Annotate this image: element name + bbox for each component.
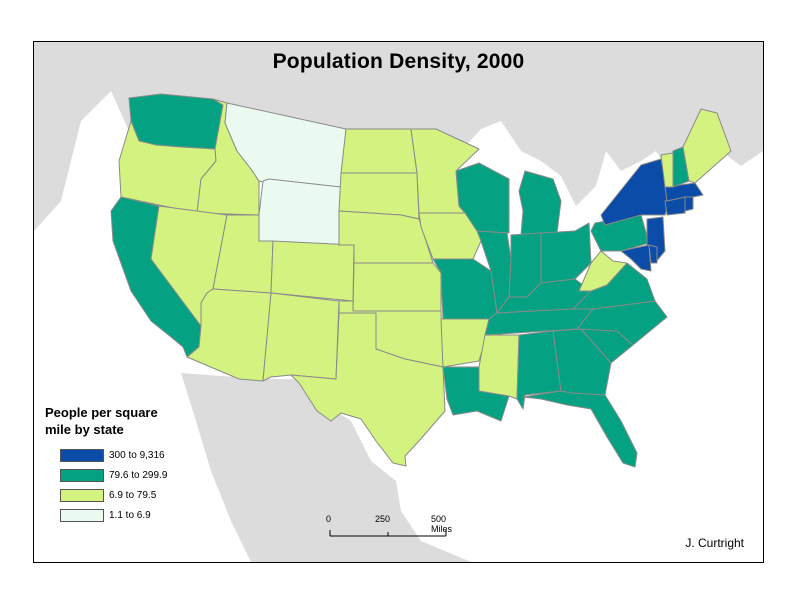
author-credit: J. Curtright	[685, 536, 744, 550]
map-title: Population Density, 2000	[272, 50, 525, 73]
canada-land	[34, 42, 763, 231]
legend-item: 6.9 to 79.5	[60, 488, 156, 503]
state-NM[interactable]	[262, 292, 340, 382]
map-frame: Population Density, 2000 People per squa…	[33, 41, 764, 563]
state-DE[interactable]	[648, 244, 658, 264]
legend-swatch	[60, 449, 104, 462]
state-FL[interactable]	[522, 390, 638, 468]
state-MI[interactable]	[518, 170, 562, 236]
scale-label-0: 0	[326, 514, 332, 524]
legend-label: 1.1 to 6.9	[109, 510, 151, 521]
scale-bar: 0 250 500 Miles	[326, 514, 453, 544]
legend-label: 6.9 to 79.5	[109, 490, 157, 501]
scale-label-250: 250	[375, 514, 391, 524]
legend-item: 1.1 to 6.9	[60, 508, 151, 523]
state-WV[interactable]	[578, 250, 628, 292]
scale-bar-line	[329, 530, 447, 537]
state-polygons	[110, 93, 732, 468]
state-WY[interactable]	[258, 178, 342, 250]
legend-item: 79.6 to 299.9	[60, 468, 167, 483]
state-MS[interactable]	[478, 334, 520, 400]
us-map	[34, 42, 763, 562]
legend-swatch	[60, 469, 104, 482]
legend-label: 300 to 9,316	[109, 450, 165, 461]
state-MO[interactable]	[432, 258, 498, 320]
state-WA[interactable]	[128, 93, 224, 150]
state-ND[interactable]	[340, 128, 418, 174]
state-ME[interactable]	[682, 108, 732, 184]
state-RI[interactable]	[684, 196, 694, 212]
mexico-land	[181, 373, 471, 562]
state-NY[interactable]	[600, 158, 670, 226]
legend-swatch	[60, 489, 104, 502]
legend-swatch	[60, 509, 104, 522]
state-MD[interactable]	[620, 244, 652, 272]
state-TX[interactable]	[290, 312, 446, 467]
state-KS[interactable]	[352, 262, 442, 312]
state-CO[interactable]	[270, 240, 355, 302]
legend-title: People per square mile by state	[45, 404, 158, 438]
scale-label-500: 500 Miles	[431, 514, 453, 534]
legend-label: 79.6 to 299.9	[109, 470, 168, 481]
legend-item: 300 to 9,316	[60, 448, 165, 463]
legend-title-line-1: People per square	[45, 405, 158, 420]
legend-title-line-2: mile by state	[45, 422, 124, 437]
